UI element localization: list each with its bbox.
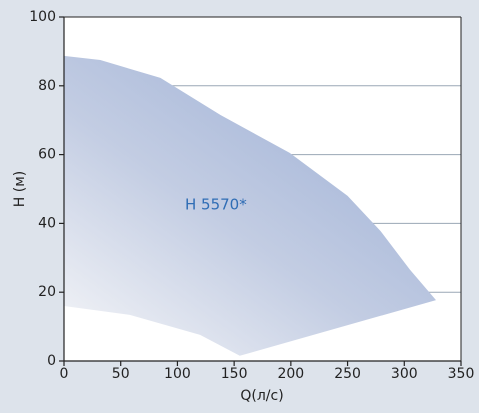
y-tick-label: 0 bbox=[47, 353, 56, 369]
envelope-area bbox=[64, 55, 436, 356]
x-tick-label: 150 bbox=[221, 366, 248, 382]
y-tick-label: 20 bbox=[38, 284, 56, 300]
x-axis-label: Q(л/с) bbox=[240, 388, 283, 404]
y-tick-label: 100 bbox=[29, 9, 56, 25]
y-tick-label: 80 bbox=[38, 78, 56, 94]
x-tick-label: 100 bbox=[164, 366, 191, 382]
x-tick-label: 200 bbox=[277, 366, 304, 382]
y-axis-label: H (м) bbox=[12, 171, 28, 207]
x-tick-label: 300 bbox=[391, 366, 418, 382]
y-tick-label: 60 bbox=[38, 147, 56, 163]
x-tick-label: 250 bbox=[334, 366, 361, 382]
x-tick-label: 350 bbox=[448, 366, 475, 382]
y-tick-label: 40 bbox=[38, 215, 56, 231]
x-tick-label: 0 bbox=[60, 366, 69, 382]
annotation: H 5570* bbox=[185, 196, 247, 214]
x-tick-label: 50 bbox=[112, 366, 130, 382]
